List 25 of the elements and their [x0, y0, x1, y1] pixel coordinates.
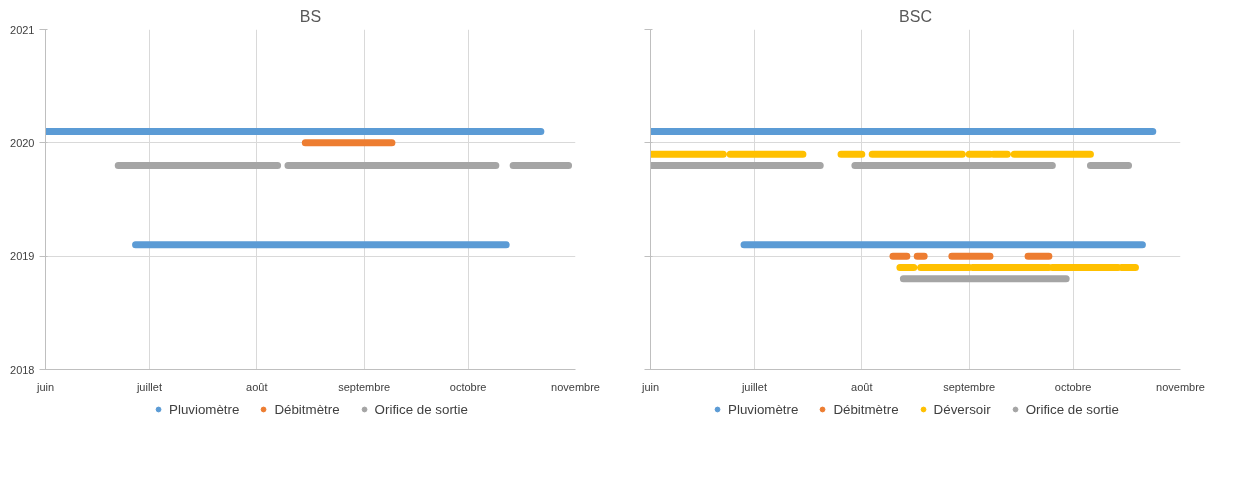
legend-label: Débitmètre	[833, 401, 899, 417]
legend-label: Orifice de sortie	[1025, 401, 1119, 417]
y-tick-label: 2020	[10, 136, 35, 149]
x-tick-label: août	[851, 380, 873, 393]
x-tick-label: septembre	[338, 380, 391, 393]
x-tick-label: novembre	[551, 380, 600, 393]
x-tick-label: octobre	[1054, 380, 1092, 393]
legend-label: Orifice de sortie	[374, 401, 468, 417]
legend-label: Déversoir	[933, 401, 991, 417]
x-tick-label: octobre	[449, 380, 487, 393]
x-tick-label: novembre	[1156, 380, 1205, 393]
y-tick-label: 2019	[10, 250, 35, 263]
y-tick-label: 2018	[10, 363, 35, 376]
x-tick-label: août	[246, 380, 268, 393]
chart-title: BS	[299, 7, 322, 25]
x-tick-label: juin	[640, 380, 660, 393]
x-tick-label: juillet	[135, 380, 162, 393]
y-tick-label: 2021	[10, 23, 35, 36]
x-tick-label: juin	[35, 380, 55, 393]
chart-title: BSC	[899, 7, 932, 25]
x-tick-label: juillet	[740, 380, 767, 393]
x-tick-label: septembre	[943, 380, 996, 393]
legend-label: Pluviomètre	[728, 401, 799, 417]
legend-label: Pluviomètre	[169, 401, 240, 417]
legend-label: Débitmètre	[274, 401, 340, 417]
